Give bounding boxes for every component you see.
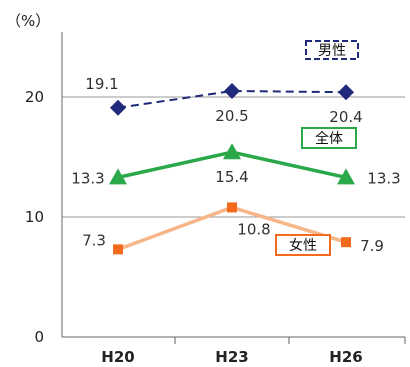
data-label: 13.3 [71,169,104,187]
y-tick-label: 0 [34,328,44,346]
data-label: 20.5 [215,107,248,125]
y-tick-label: 20 [25,88,44,106]
y-tick-labels: 0 10 20 [25,88,44,346]
data-point [109,168,127,185]
series-label-box [275,234,331,256]
series-0 [110,83,354,116]
data-label: 13.3 [367,169,400,187]
data-point [337,168,355,185]
x-tick-label: H26 [329,348,362,366]
series-label-1: 全体 [301,127,357,149]
series-label-text: 全体 [315,130,343,147]
data-point [224,83,240,99]
data-point [341,237,351,248]
series-label-0: 男性 [305,40,359,60]
data-point [338,84,354,101]
data-point [113,244,123,255]
data-label: 10.8 [237,220,270,238]
y-tick-label: 10 [25,208,44,226]
data-label: 19.1 [85,75,118,93]
series-2 [113,202,351,255]
data-label: 7.9 [360,237,384,255]
x-tick-label: H23 [215,348,248,366]
data-point [110,99,126,116]
x-tick-label: H20 [101,348,134,366]
data-label: 20.4 [329,108,362,126]
series-label-box [305,40,359,60]
series-label-box [301,127,357,149]
series-label-text: 男性 [318,43,346,59]
unit-label: （%） [6,12,50,30]
series-1 [109,143,355,185]
series-label-2: 女性 [275,234,331,256]
data-labels: 19.1 20.5 20.4 13.3 15.4 13.3 7.3 10.8 7.9 [71,75,400,255]
data-point [223,143,241,160]
series-group [109,83,355,255]
series-label-text: 女性 [289,237,317,254]
data-label: 7.3 [82,231,106,249]
data-point [227,202,237,213]
data-label: 15.4 [215,168,248,186]
x-axis: H20 H23 H26 [61,32,406,366]
